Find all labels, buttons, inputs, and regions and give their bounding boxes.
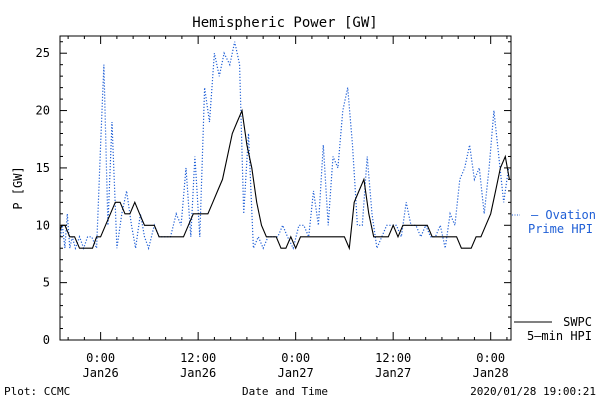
series-swpc-hpi: [60, 108, 510, 251]
x-tick-label-date: Jan28: [473, 366, 509, 380]
x-tick-label-time: 0:00: [86, 351, 115, 365]
chart-title: Hemispheric Power [GW]: [192, 15, 377, 31]
legend-label-swpc-line1: SWPC: [563, 315, 592, 329]
plot-timestamp: 2020/01/28 19:00:21: [470, 385, 596, 398]
y-axis-label: P [GW]: [11, 166, 25, 209]
y-tick-label: 25: [36, 46, 50, 60]
x-tick-label-date: Jan27: [278, 366, 314, 380]
plot-credit: Plot: CCMC: [4, 385, 70, 398]
y-tick-label: 5: [43, 276, 50, 290]
x-tick-label-time: 0:00: [476, 351, 505, 365]
y-tick-label: 10: [36, 218, 50, 232]
series-layer: [60, 41, 510, 251]
x-tick-label-time: 0:00: [281, 351, 310, 365]
x-axis-label: Date and Time: [242, 385, 328, 398]
y-tick-label: 0: [43, 333, 50, 347]
axes-layer: 05101520250:00Jan2612:00Jan260:00Jan2712…: [36, 35, 512, 380]
x-tick-label-date: Jan26: [180, 366, 216, 380]
legend-label-ovation-line2: Prime HPI: [528, 222, 593, 236]
y-tick-label: 20: [36, 104, 50, 118]
x-tick-label-date: Jan26: [83, 366, 119, 380]
x-tick-label-time: 12:00: [180, 351, 216, 365]
series-ovation-prime-hpi: [60, 41, 510, 251]
plot-frame: [59, 35, 512, 341]
x-tick-label-time: 12:00: [375, 351, 411, 365]
legend-label-ovation-line1: — Ovation: [531, 208, 596, 222]
x-tick-label-date: Jan27: [375, 366, 411, 380]
y-tick-label: 15: [36, 161, 50, 175]
legend-label-swpc-line2: 5—min HPI: [527, 329, 592, 343]
